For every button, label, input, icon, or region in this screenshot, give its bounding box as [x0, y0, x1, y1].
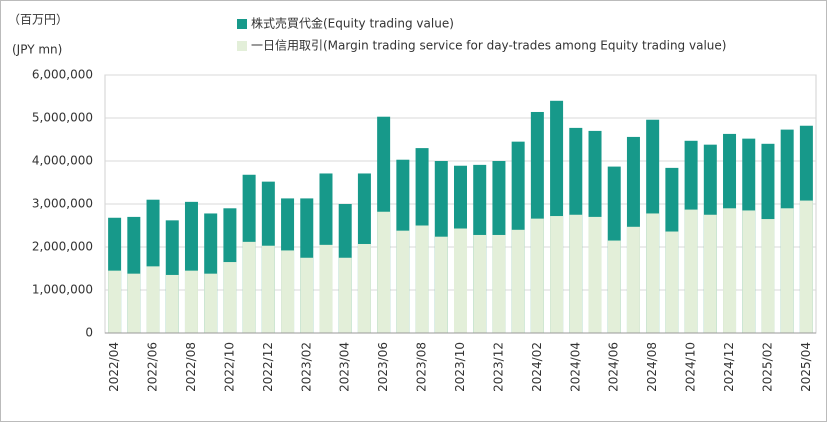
bar [588, 216, 602, 333]
x-tick-label: 2022/06 [146, 342, 160, 392]
bar [473, 234, 487, 333]
bar [242, 241, 256, 333]
y-tick-label: 1,000,000 [32, 283, 93, 297]
bar [646, 213, 660, 333]
legend-swatch [237, 41, 247, 51]
bar [530, 218, 544, 333]
x-tick-label: 2022/10 [222, 342, 236, 392]
bar [761, 219, 775, 333]
x-tick-label: 2024/08 [645, 342, 659, 392]
x-tick-label: 2023/12 [491, 342, 505, 392]
y-tick-label: 3,000,000 [32, 197, 93, 211]
bar [281, 250, 295, 333]
bar [626, 226, 640, 333]
bar [338, 257, 352, 333]
unit-label: （百万円） [8, 13, 68, 27]
unit-label: (JPY mn) [12, 43, 62, 57]
x-tick-label: 2023/06 [376, 342, 390, 392]
bar [742, 210, 756, 333]
bar [261, 245, 275, 333]
bar [454, 228, 467, 333]
bar [223, 262, 237, 333]
bar [357, 243, 371, 333]
y-tick-label: 4,000,000 [32, 154, 93, 168]
x-tick-label: 2024/04 [568, 342, 582, 392]
bar [799, 200, 813, 333]
bar [396, 230, 410, 333]
legend-label: 一日信用取引(Margin trading service for day-tr… [251, 39, 726, 53]
bar [780, 208, 794, 333]
bar [511, 229, 525, 333]
bar [723, 208, 737, 333]
bar [492, 234, 506, 333]
bar [550, 216, 564, 333]
bar [108, 270, 122, 333]
bar [703, 214, 717, 333]
legend-swatch [237, 19, 247, 29]
x-tick-label: 2024/02 [530, 342, 544, 392]
bar [300, 257, 314, 333]
x-tick-label: 2023/02 [299, 342, 313, 392]
bar [319, 244, 333, 333]
bar [165, 274, 179, 333]
bar [569, 214, 583, 333]
x-tick-label: 2025/02 [760, 342, 774, 392]
x-tick-label: 2024/12 [722, 342, 736, 392]
x-tick-label: 2022/08 [184, 342, 198, 392]
bar [665, 231, 679, 333]
y-tick-label: 6,000,000 [32, 68, 93, 82]
y-tick-label: 2,000,000 [32, 240, 93, 254]
y-tick-label: 5,000,000 [32, 111, 93, 125]
bar [184, 270, 198, 333]
x-tick-label: 2022/12 [261, 342, 275, 392]
bar [377, 211, 391, 333]
x-tick-label: 2024/06 [607, 342, 621, 392]
x-tick-label: 2023/10 [453, 342, 467, 392]
x-tick-label: 2022/04 [107, 342, 121, 392]
bar [607, 240, 621, 333]
bar [684, 209, 698, 333]
x-tick-label: 2023/08 [415, 342, 429, 392]
y-tick-label: 0 [85, 326, 93, 340]
bar [415, 225, 429, 333]
bar [127, 273, 141, 333]
bar [434, 236, 448, 333]
x-tick-label: 2025/04 [799, 342, 813, 392]
bar [204, 273, 218, 333]
x-tick-label: 2024/10 [684, 342, 698, 392]
x-tick-label: 2023/04 [338, 342, 352, 392]
legend-label: 株式売買代金(Equity trading value) [251, 16, 454, 31]
bar [146, 266, 160, 333]
